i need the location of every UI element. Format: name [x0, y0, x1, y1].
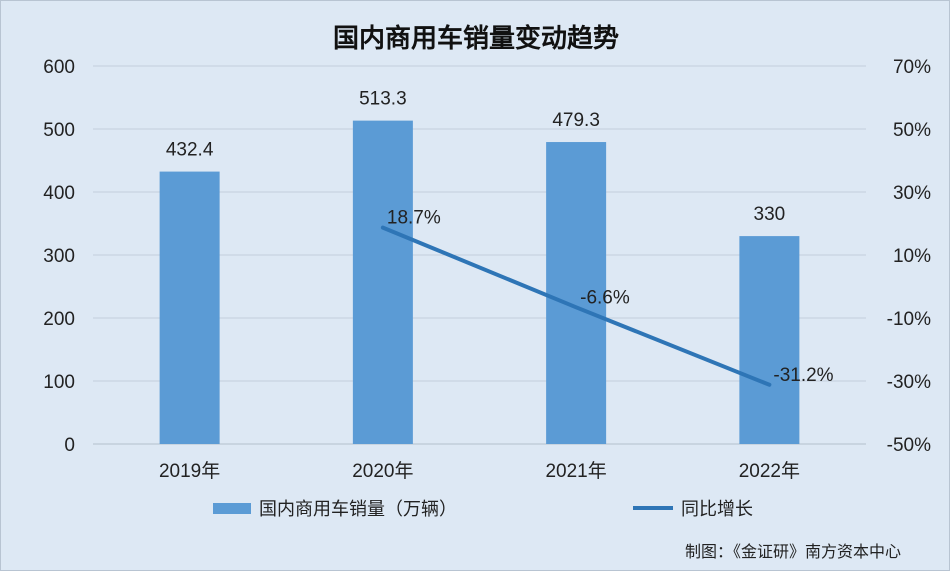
y-right-tick-label: 70% [893, 57, 931, 78]
y-right-tick-label: -50% [887, 435, 931, 456]
line-data-label: -31.2% [773, 365, 833, 386]
x-tick-label: 2022年 [739, 460, 800, 482]
y-left-tick-label: 600 [43, 57, 75, 78]
bar-data-label: 513.3 [359, 89, 407, 110]
y-left-tick-label: 0 [64, 435, 75, 456]
x-tick-label: 2019年 [159, 460, 220, 482]
legend-bar-swatch [213, 503, 251, 514]
bar-data-label: 432.4 [166, 140, 214, 161]
legend-bar-label: 国内商用车销量（万辆） [259, 499, 457, 520]
line-data-label: 18.7% [387, 208, 441, 229]
y-right-tick-label: -10% [887, 309, 931, 330]
bar [546, 142, 607, 444]
left-axis: 0 100 200 300 400 500 600 [43, 57, 75, 456]
y-left-tick-label: 100 [43, 372, 75, 393]
y-left-tick-label: 200 [43, 309, 75, 330]
y-right-tick-label: -30% [887, 372, 931, 393]
bar [159, 171, 220, 444]
gridlines [93, 65, 866, 445]
x-tick-label: 2021年 [545, 460, 606, 482]
y-left-tick-label: 500 [43, 120, 75, 141]
legend-line-label: 同比增长 [681, 499, 753, 520]
y-right-tick-label: 30% [893, 183, 931, 204]
x-axis: 2019年 2020年 2021年 2022年 [159, 460, 800, 482]
bar [739, 236, 800, 444]
bar-data-label: 479.3 [552, 110, 600, 131]
credit-text: 制图：《金证研》南方资本中心 [685, 542, 901, 561]
y-right-tick-label: 50% [893, 120, 931, 141]
line-data-label: -6.6% [580, 287, 630, 308]
right-axis: -50% -30% -10% 10% 30% 50% 70% [887, 57, 931, 456]
y-right-tick-label: 10% [893, 246, 931, 267]
bar-data-label: 330 [754, 204, 786, 225]
chart-title: 国内商用车销量变动趋势 [333, 23, 619, 54]
y-left-tick-label: 300 [43, 246, 75, 267]
growth-line [380, 225, 772, 387]
x-tick-label: 2020年 [352, 460, 413, 482]
line-series: 18.7% -6.6% -31.2% [380, 208, 834, 387]
legend: 国内商用车销量（万辆） 同比增长 [213, 499, 753, 520]
y-left-tick-label: 400 [43, 183, 75, 204]
bar-series: 432.4 513.3 479.3 330 [159, 89, 800, 444]
bar [352, 120, 413, 444]
